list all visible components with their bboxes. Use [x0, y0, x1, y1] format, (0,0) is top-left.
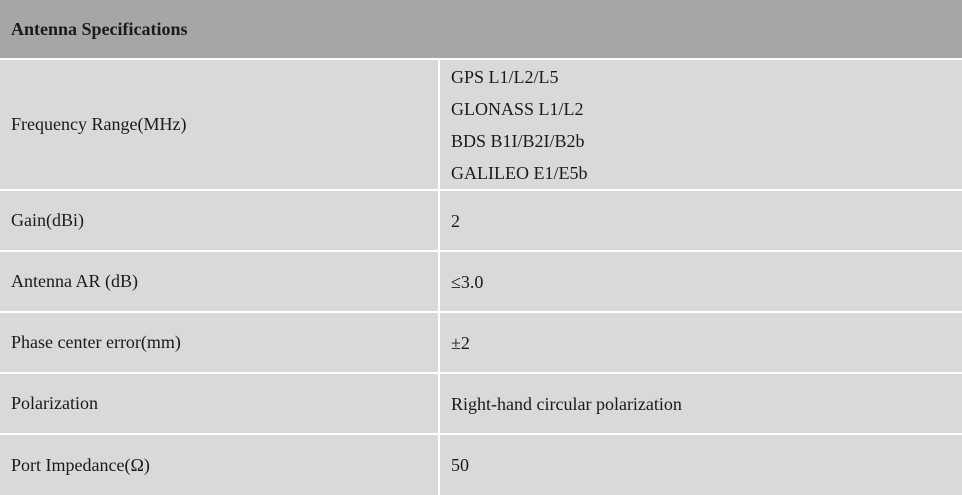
row-value: GPS L1/L2/L5 GLONASS L1/L2 BDS B1I/B2I/B…: [440, 60, 962, 189]
value-line: GALILEO E1/E5b: [451, 162, 588, 183]
row-label: Port Impedance(Ω): [0, 435, 440, 495]
table-row: Polarization Right-hand circular polariz…: [0, 374, 962, 435]
table-row: Frequency Range(MHz) GPS L1/L2/L5 GLONAS…: [0, 60, 962, 191]
table-row: Phase center error(mm) ±2: [0, 313, 962, 374]
row-label: Polarization: [0, 374, 440, 433]
value-line: GLONASS L1/L2: [451, 98, 584, 119]
row-value: ±2: [440, 313, 962, 372]
row-value: 50: [440, 435, 962, 495]
row-label: Frequency Range(MHz): [0, 60, 440, 189]
row-label: Antenna AR (dB): [0, 252, 440, 311]
row-value: 2: [440, 191, 962, 250]
value-line: BDS B1I/B2I/B2b: [451, 130, 585, 151]
table-title: Antenna Specifications: [0, 0, 962, 60]
row-label: Gain(dBi): [0, 191, 440, 250]
row-label: Phase center error(mm): [0, 313, 440, 372]
row-value: ≤3.0: [440, 252, 962, 311]
table-row: Antenna AR (dB) ≤3.0: [0, 252, 962, 313]
table-row: Port Impedance(Ω) 50: [0, 435, 962, 495]
row-value: Right-hand circular polarization: [440, 374, 962, 433]
value-line: GPS L1/L2/L5: [451, 66, 559, 87]
table-row: Gain(dBi) 2: [0, 191, 962, 252]
